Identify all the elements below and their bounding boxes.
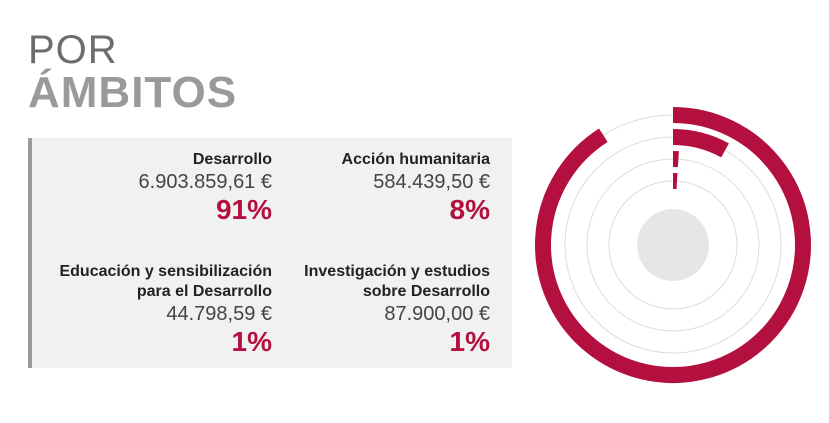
radial-bar (672, 129, 729, 158)
amount: 87.900,00 € (384, 303, 490, 325)
category-name: Educación y sensibilización para el Desa… (59, 263, 272, 300)
category-name: Investigación y estudios sobre Desarroll… (304, 263, 490, 300)
percent-label: 91% (215, 194, 272, 225)
category-card: Investigación y estudios sobre Desarroll… (260, 262, 490, 358)
amount: 44.798,59 € (166, 303, 272, 325)
category-card: Desarrollo 6.903.859,61 €91% (42, 150, 272, 226)
category-card: Acción humanitaria 584.439,50 €8% (260, 150, 490, 226)
amount: 6.903.859,61 € (138, 171, 272, 193)
subtitle: ÁMBITOS (28, 68, 238, 117)
percent-label: 1% (449, 326, 490, 357)
percent-label: 1% (231, 326, 272, 357)
title: POR (28, 28, 118, 72)
category-name: Acción humanitaria (341, 151, 490, 168)
category-card: Educación y sensibilización para el Desa… (42, 262, 272, 358)
percent-label: 8% (449, 194, 490, 225)
category-name: Desarrollo (192, 151, 272, 168)
amount: 584.439,50 € (373, 171, 490, 193)
radial-bar (535, 107, 811, 383)
center-disk (637, 209, 709, 281)
panel: Desarrollo 6.903.859,61 €91% Acción humani… (28, 138, 512, 368)
